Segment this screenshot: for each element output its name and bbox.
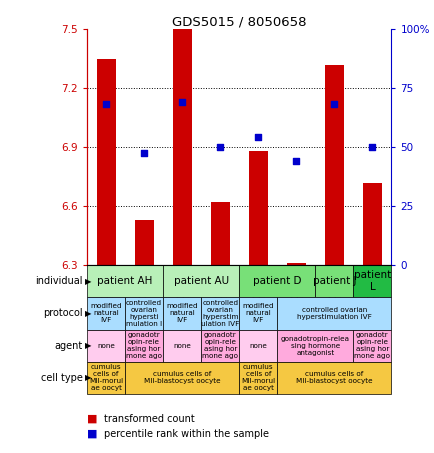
Text: ▶: ▶	[85, 309, 91, 318]
Bar	[87, 362, 125, 394]
Point	[140, 149, 147, 157]
Text: controlled
ovarian
hypersti
mulation I: controlled ovarian hypersti mulation I	[126, 300, 162, 327]
Bar	[163, 297, 201, 330]
Point	[216, 144, 223, 151]
Bar	[96, 59, 115, 265]
Point	[102, 101, 109, 108]
Text: ▶: ▶	[85, 277, 91, 286]
Bar	[277, 297, 391, 330]
Text: patient AH: patient AH	[97, 276, 152, 286]
Text: patient AU: patient AU	[173, 276, 228, 286]
Text: gonadotr
opin-rele
asing hor
mone ago: gonadotr opin-rele asing hor mone ago	[126, 332, 162, 359]
Text: cumulus
cells of
MII-morul
ae oocyt: cumulus cells of MII-morul ae oocyt	[241, 365, 275, 391]
Point	[292, 157, 299, 164]
Point	[254, 134, 261, 141]
Point	[368, 144, 375, 151]
Text: gonadotr
opin-rele
asing hor
mone ago: gonadotr opin-rele asing hor mone ago	[202, 332, 238, 359]
Text: none: none	[249, 343, 266, 349]
Bar	[277, 362, 391, 394]
Bar	[239, 297, 277, 330]
Bar	[163, 330, 201, 362]
Bar	[201, 297, 239, 330]
Bar	[239, 330, 277, 362]
Bar	[324, 65, 343, 265]
Bar	[163, 265, 239, 297]
Text: cumulus cells of
MII-blastocyst oocyte: cumulus cells of MII-blastocyst oocyte	[296, 371, 372, 385]
Bar	[239, 362, 277, 394]
Bar	[125, 297, 163, 330]
Text: gonadotr
opin-rele
asing hor
mone ago: gonadotr opin-rele asing hor mone ago	[354, 332, 390, 359]
Text: modified
natural
IVF: modified natural IVF	[90, 304, 122, 323]
Text: transformed count: transformed count	[104, 414, 195, 424]
Bar	[87, 265, 163, 297]
Bar	[315, 265, 352, 297]
Bar	[362, 183, 381, 265]
Bar	[125, 362, 239, 394]
Text: cumulus
cells of
MII-morul
ae oocyt: cumulus cells of MII-morul ae oocyt	[89, 365, 123, 391]
Point	[178, 98, 185, 106]
Text: none: none	[97, 343, 115, 349]
Text: protocol: protocol	[43, 308, 82, 318]
Text: gonadotropin-relea
sing hormone
antagonist: gonadotropin-relea sing hormone antagoni…	[280, 336, 349, 356]
Bar	[134, 220, 153, 265]
Text: patient
L: patient L	[353, 270, 390, 292]
Point	[330, 101, 337, 108]
Text: ■: ■	[87, 429, 97, 439]
Text: controlled ovarian
hyperstimulation IVF: controlled ovarian hyperstimulation IVF	[296, 307, 371, 320]
Text: patient J: patient J	[312, 276, 355, 286]
Bar	[239, 265, 315, 297]
Text: modified
natural
IVF: modified natural IVF	[166, 304, 197, 323]
Text: ▶: ▶	[85, 373, 91, 382]
Bar	[125, 330, 163, 362]
Bar	[277, 330, 352, 362]
Text: ▶: ▶	[85, 341, 91, 350]
Text: controlled
ovarian
hyperstim
ulation IVF: controlled ovarian hyperstim ulation IVF	[201, 300, 239, 327]
Text: agent: agent	[54, 341, 82, 351]
Text: patient D: patient D	[253, 276, 301, 286]
Bar	[248, 151, 267, 265]
Text: cell type: cell type	[41, 373, 82, 383]
Bar	[210, 202, 229, 265]
Text: individual: individual	[35, 276, 82, 286]
Bar	[352, 330, 391, 362]
Bar	[352, 265, 391, 297]
Text: none: none	[173, 343, 191, 349]
Bar	[201, 330, 239, 362]
Bar	[286, 263, 305, 265]
Text: percentile rank within the sample: percentile rank within the sample	[104, 429, 269, 439]
Title: GDS5015 / 8050658: GDS5015 / 8050658	[171, 15, 306, 28]
Text: cumulus cells of
MII-blastocyst oocyte: cumulus cells of MII-blastocyst oocyte	[144, 371, 220, 385]
Bar	[87, 330, 125, 362]
Text: ■: ■	[87, 414, 97, 424]
Bar	[172, 29, 191, 265]
Bar	[87, 297, 125, 330]
Text: modified
natural
IVF: modified natural IVF	[242, 304, 273, 323]
